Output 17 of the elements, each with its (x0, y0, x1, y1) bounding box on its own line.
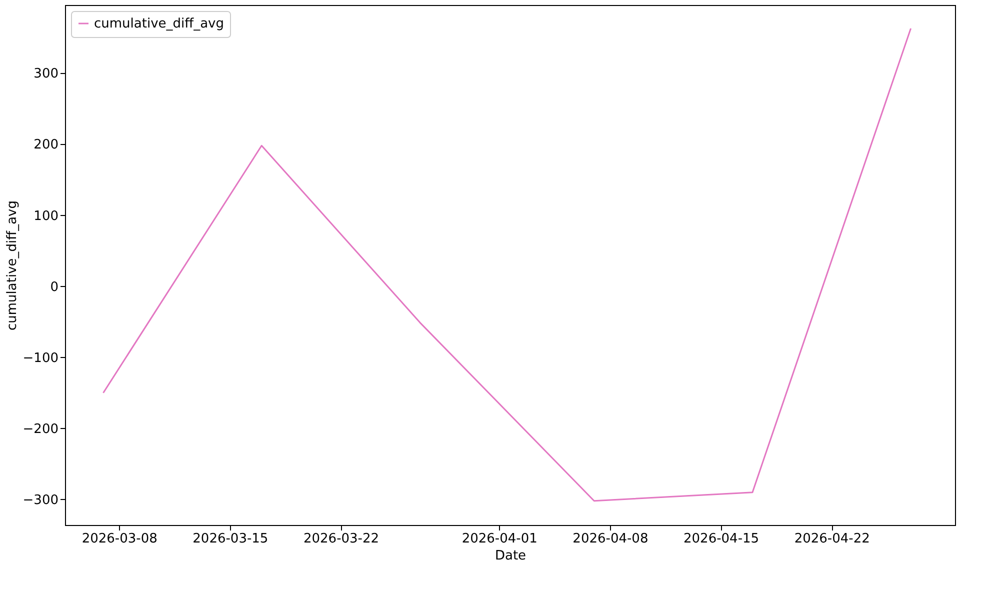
x-tick-label: 2026-04-08 (572, 532, 648, 546)
y-tick-label: −200 (22, 422, 58, 437)
y-tick-label: 200 (34, 138, 58, 153)
y-tick-label: 100 (34, 208, 58, 224)
x-tick-label: 2026-04-22 (794, 532, 870, 546)
legend-label: cumulative_diff_avg (94, 16, 224, 32)
y-tick-label: −300 (22, 492, 58, 508)
y-tick-label: −100 (22, 350, 58, 366)
y-axis-title: cumulative_diff_avg (4, 200, 20, 330)
y-tick-label: 300 (34, 66, 58, 82)
x-tick-label: 2026-03-22 (303, 532, 380, 546)
x-tick-label: 2026-04-01 (462, 532, 538, 546)
x-tick-label: 2026-04-15 (684, 532, 760, 546)
x-axis-title: Date (494, 548, 526, 564)
y-tick-label: 0 (50, 280, 58, 295)
x-tick-label: 2026-03-15 (192, 532, 268, 546)
x-tick-label: 2026-03-08 (82, 532, 158, 546)
